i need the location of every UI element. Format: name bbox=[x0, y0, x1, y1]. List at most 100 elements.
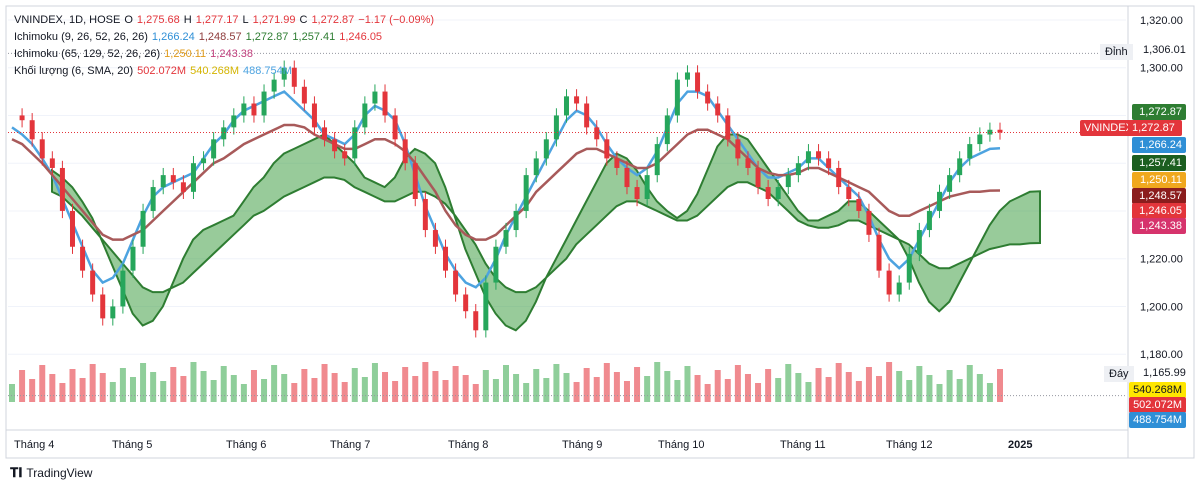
volume-bar bbox=[150, 372, 157, 402]
candle-body bbox=[19, 115, 25, 121]
candle-body bbox=[977, 134, 983, 145]
volume-bar bbox=[724, 379, 731, 402]
candle-body bbox=[311, 103, 317, 128]
volume-bar bbox=[240, 384, 247, 402]
volume-bar bbox=[230, 375, 237, 402]
price-box: 1,248.57 bbox=[1132, 188, 1186, 204]
candle-body bbox=[483, 282, 489, 331]
volume-bar bbox=[573, 382, 580, 402]
candle-body bbox=[805, 151, 811, 164]
volume-bar bbox=[271, 365, 278, 402]
volume-bar bbox=[79, 378, 86, 402]
candle-body bbox=[705, 91, 711, 104]
volume-bar bbox=[916, 366, 923, 402]
volume-bar bbox=[200, 371, 207, 402]
volume-bar bbox=[29, 379, 36, 402]
legend-ichi1-v5: 1,246.05 bbox=[339, 31, 383, 43]
candle-body bbox=[594, 127, 600, 140]
legend-vol-v1: 502.072M bbox=[137, 65, 187, 77]
candle-body bbox=[281, 67, 287, 80]
volume-bar bbox=[220, 366, 227, 402]
candle-body bbox=[624, 167, 630, 188]
volume-bar bbox=[422, 362, 429, 402]
x-tick-label: Tháng 9 bbox=[562, 439, 602, 451]
volume-bar bbox=[9, 384, 15, 402]
volume-bar bbox=[966, 365, 973, 402]
candle-body bbox=[553, 115, 559, 140]
volume-bar bbox=[906, 380, 913, 402]
candle-body bbox=[231, 115, 237, 128]
volume-bar bbox=[119, 368, 126, 402]
candle-body bbox=[614, 158, 620, 168]
legend-ichi2-name: Ichimoku (65, 129, 52, 26, 26) bbox=[14, 48, 161, 60]
x-tick-label: Tháng 10 bbox=[658, 439, 704, 451]
volume-bar bbox=[19, 370, 26, 402]
volume-box: 488.754M bbox=[1129, 412, 1186, 428]
volume-bar bbox=[69, 369, 76, 402]
candle-body bbox=[130, 246, 136, 271]
trough-tag: Đáy bbox=[1104, 366, 1134, 382]
legend-ichi1-v2: 1,248.57 bbox=[198, 31, 242, 43]
volume-bar bbox=[523, 383, 530, 402]
legend-open: 1,275.68 bbox=[136, 14, 180, 26]
candle-body bbox=[866, 210, 872, 235]
volume-bar bbox=[170, 367, 177, 402]
price-box: 1,246.05 bbox=[1132, 203, 1186, 219]
candle-body bbox=[402, 139, 408, 164]
volume-bar bbox=[684, 366, 691, 402]
volume-bar bbox=[825, 377, 832, 402]
symbol-value-tag: 1,272.87 bbox=[1128, 120, 1182, 136]
volume-bar bbox=[815, 368, 822, 402]
x-tick-label: Tháng 8 bbox=[448, 439, 488, 451]
candle-body bbox=[543, 139, 549, 159]
candle-body bbox=[322, 127, 328, 140]
candle-body bbox=[69, 210, 75, 247]
candle-body bbox=[221, 127, 227, 140]
candle-body bbox=[574, 96, 580, 104]
volume-bar bbox=[775, 378, 782, 402]
candle-body bbox=[332, 139, 338, 152]
volume-bar bbox=[361, 377, 368, 402]
candle-body bbox=[80, 246, 86, 271]
legend-high: 1,277.17 bbox=[195, 14, 239, 26]
volume-bar bbox=[442, 380, 449, 402]
candle-body bbox=[493, 246, 499, 283]
candle-body bbox=[160, 175, 166, 188]
volume-bar bbox=[482, 370, 489, 402]
candle-body bbox=[523, 175, 529, 211]
volume-bar bbox=[765, 369, 772, 402]
candle-body bbox=[916, 230, 922, 254]
volume-bar bbox=[835, 363, 842, 402]
volume-bar bbox=[39, 365, 46, 402]
candle-body bbox=[140, 210, 146, 247]
candle-body bbox=[241, 103, 247, 116]
legend-o-label: O bbox=[124, 14, 133, 26]
candle-body bbox=[755, 167, 761, 188]
candle-body bbox=[432, 230, 438, 247]
volume-bar bbox=[392, 381, 399, 402]
volume-bar bbox=[936, 384, 943, 402]
legend-low: 1,271.99 bbox=[252, 14, 296, 26]
legend-symbol: VNINDEX, 1D, HOSE bbox=[14, 14, 121, 26]
volume-bar bbox=[180, 376, 187, 402]
candle-body bbox=[725, 115, 731, 140]
volume-bar bbox=[513, 374, 520, 402]
candle-body bbox=[856, 199, 862, 211]
candle-body bbox=[100, 294, 106, 319]
candle-body bbox=[906, 253, 912, 283]
candle-body bbox=[503, 230, 509, 247]
candle-body bbox=[533, 158, 539, 176]
legend-volume: Khối lượng (6, SMA, 20) 502.072M 540.268… bbox=[14, 63, 434, 80]
candle-body bbox=[443, 246, 449, 271]
volume-bar bbox=[956, 379, 963, 402]
candle-body bbox=[634, 187, 640, 199]
candle-body bbox=[49, 158, 55, 168]
volume-bar bbox=[704, 384, 711, 402]
legend-ichi2-v2: 1,243.38 bbox=[210, 48, 253, 60]
volume-bar bbox=[331, 373, 338, 402]
volume-bar bbox=[644, 376, 651, 402]
volume-bar bbox=[321, 364, 328, 402]
candle-body bbox=[674, 79, 680, 116]
volume-bar bbox=[785, 364, 792, 402]
volume-bar bbox=[382, 372, 389, 402]
